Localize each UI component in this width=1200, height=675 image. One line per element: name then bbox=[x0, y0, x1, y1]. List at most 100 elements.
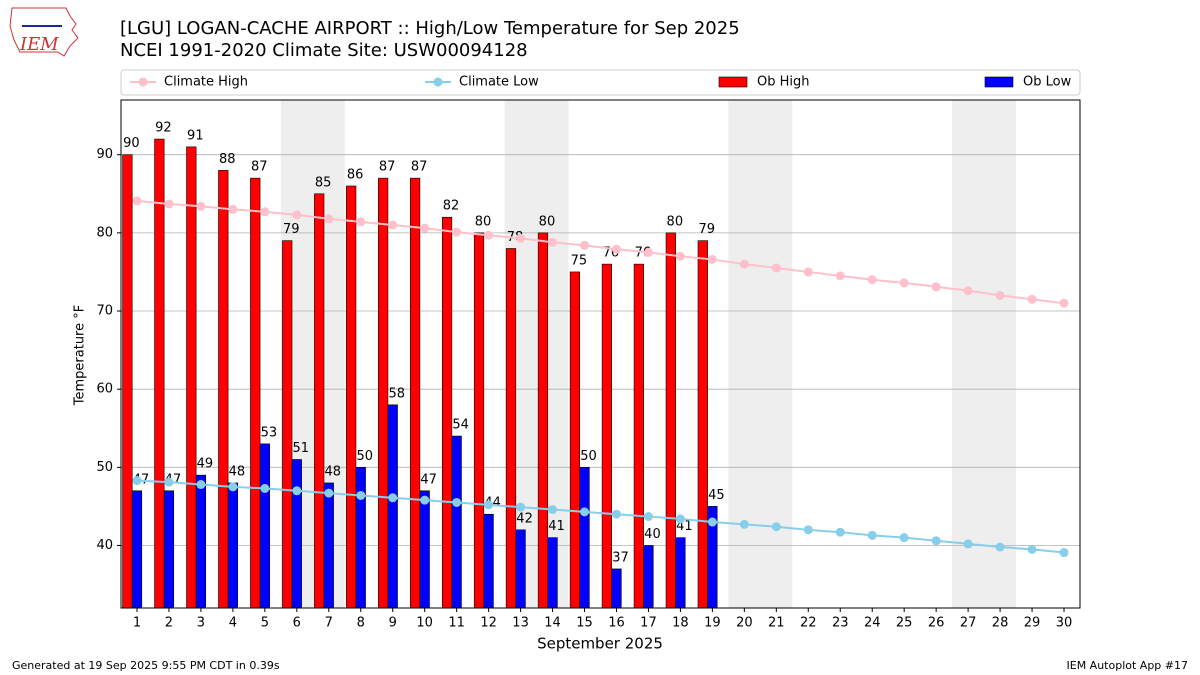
point bbox=[260, 483, 270, 493]
x-tick-label: 10 bbox=[416, 616, 433, 631]
bar bbox=[537, 232, 549, 609]
point bbox=[867, 530, 877, 540]
bar bbox=[122, 154, 133, 609]
value-label: 48 bbox=[229, 464, 246, 479]
value-label: 37 bbox=[612, 550, 629, 565]
x-tick-label: 20 bbox=[736, 616, 753, 631]
point bbox=[1027, 294, 1037, 304]
y-tick-label: 50 bbox=[96, 460, 113, 475]
legend-label: Climate Low bbox=[459, 75, 539, 90]
point bbox=[611, 509, 621, 519]
bar bbox=[387, 404, 398, 609]
value-label: 49 bbox=[197, 457, 214, 472]
bar bbox=[473, 232, 485, 609]
x-tick-label: 9 bbox=[389, 616, 397, 631]
legend-label: Ob Low bbox=[1023, 75, 1072, 90]
bar bbox=[419, 490, 430, 609]
point bbox=[228, 204, 238, 214]
point bbox=[420, 495, 430, 505]
bar bbox=[323, 482, 334, 609]
footer-left: Generated at 19 Sep 2025 9:55 PM CDT in … bbox=[12, 659, 280, 672]
x-tick-label: 14 bbox=[544, 616, 561, 631]
point bbox=[420, 223, 430, 233]
bar bbox=[665, 232, 676, 609]
point bbox=[643, 247, 653, 257]
weekend-band bbox=[728, 100, 793, 608]
value-label: 91 bbox=[187, 128, 204, 143]
point bbox=[356, 490, 366, 500]
bar bbox=[505, 248, 517, 609]
x-tick-label: 12 bbox=[480, 616, 497, 631]
y-tick-label: 80 bbox=[96, 225, 113, 240]
x-axis-label: September 2025 bbox=[537, 635, 663, 653]
point bbox=[516, 233, 526, 243]
bar bbox=[314, 193, 325, 609]
bar bbox=[291, 459, 302, 609]
legend-swatch bbox=[984, 76, 1014, 88]
x-tick-label: 24 bbox=[864, 616, 881, 631]
chart-subtitle: NCEI 1991-2020 Climate Site: USW00094128 bbox=[120, 40, 528, 61]
point bbox=[484, 500, 494, 510]
point bbox=[643, 512, 653, 522]
bar bbox=[346, 185, 357, 609]
value-label: 75 bbox=[571, 253, 588, 268]
bar bbox=[163, 490, 175, 609]
bar bbox=[441, 216, 453, 609]
point bbox=[164, 477, 174, 487]
bar bbox=[675, 537, 686, 609]
x-tick-label: 7 bbox=[325, 616, 333, 631]
point bbox=[228, 482, 238, 492]
value-label: 79 bbox=[283, 222, 300, 237]
bar bbox=[355, 467, 366, 609]
bar bbox=[601, 263, 612, 609]
point bbox=[132, 476, 142, 486]
x-tick-label: 28 bbox=[992, 616, 1009, 631]
point bbox=[260, 207, 270, 217]
value-label: 51 bbox=[293, 441, 310, 456]
x-tick-label: 4 bbox=[229, 616, 237, 631]
point bbox=[580, 507, 590, 517]
point bbox=[516, 502, 526, 512]
value-label: 50 bbox=[580, 449, 597, 464]
legend-swatch bbox=[433, 77, 443, 87]
value-label: 48 bbox=[325, 464, 342, 479]
bar bbox=[643, 545, 654, 609]
value-label: 79 bbox=[699, 222, 716, 237]
value-label: 80 bbox=[667, 214, 684, 229]
point bbox=[388, 493, 398, 503]
bar bbox=[579, 467, 590, 609]
bar bbox=[186, 146, 197, 609]
bar bbox=[195, 474, 207, 609]
x-tick-label: 25 bbox=[896, 616, 913, 631]
y-tick-label: 90 bbox=[96, 147, 113, 162]
point bbox=[1059, 548, 1069, 558]
point bbox=[995, 542, 1005, 552]
value-label: 88 bbox=[219, 152, 236, 167]
point bbox=[739, 259, 749, 269]
bar bbox=[131, 490, 143, 609]
point bbox=[707, 254, 717, 264]
bar bbox=[218, 170, 229, 609]
point bbox=[132, 196, 142, 206]
point bbox=[452, 497, 462, 507]
point bbox=[292, 486, 302, 496]
point bbox=[580, 240, 590, 250]
x-tick-label: 22 bbox=[800, 616, 817, 631]
value-label: 87 bbox=[251, 160, 268, 175]
bar bbox=[547, 537, 558, 609]
x-tick-label: 6 bbox=[293, 616, 301, 631]
point bbox=[675, 514, 685, 524]
value-label: 41 bbox=[548, 519, 565, 534]
point bbox=[739, 519, 749, 529]
point bbox=[675, 251, 685, 261]
value-label: 58 bbox=[388, 386, 405, 401]
legend-label: Climate High bbox=[164, 75, 248, 90]
x-tick-label: 27 bbox=[960, 616, 977, 631]
value-label: 47 bbox=[420, 472, 437, 487]
plot-frame bbox=[120, 99, 1081, 609]
point bbox=[995, 290, 1005, 300]
value-label: 92 bbox=[155, 121, 172, 136]
point bbox=[867, 275, 877, 285]
point bbox=[1027, 544, 1037, 554]
